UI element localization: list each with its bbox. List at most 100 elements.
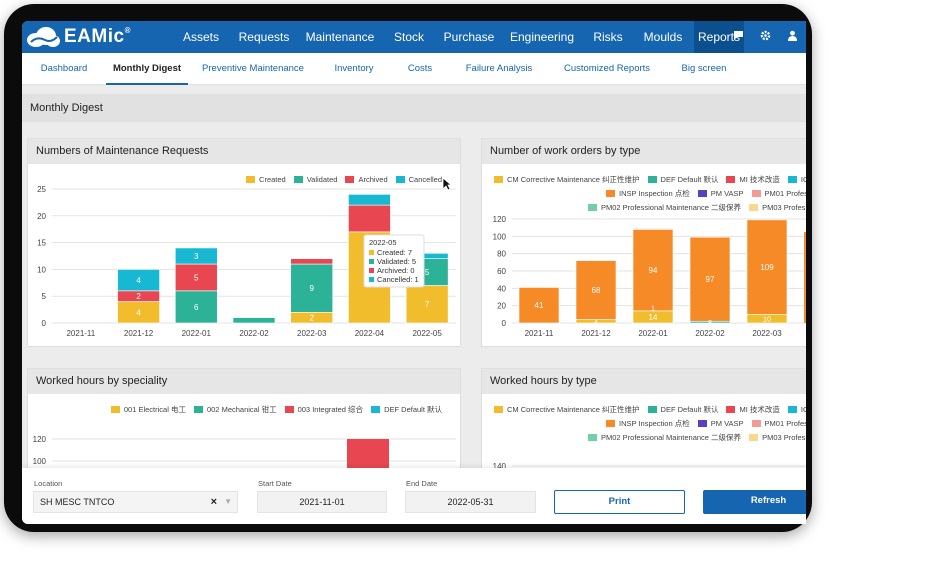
refresh-button[interactable]: Refresh <box>703 490 806 514</box>
nav-reports[interactable]: Reports <box>694 21 744 53</box>
legend-cm[interactable]: CM Corrective Maintenance 纠正性维护 <box>494 402 640 416</box>
report-subnav: Dashboard Monthly Digest Preventive Main… <box>22 53 806 85</box>
location-select[interactable]: SH MESC TNTCO × ▼ <box>33 491 238 513</box>
clear-icon[interactable]: × <box>210 496 217 508</box>
bar-segment <box>348 194 391 206</box>
workorders-chart-title: Number of work orders by type <box>482 139 806 164</box>
tab-dashboard[interactable]: Dashboard <box>40 62 88 74</box>
main-nav: Assets Requests Maintenance Stock Purcha… <box>174 21 744 53</box>
bar-segment <box>689 236 731 322</box>
legend-def[interactable]: DEF Default 默认 <box>647 402 718 416</box>
start-date-label: Start Date <box>258 479 292 488</box>
y-tick-label: 5 <box>42 292 47 301</box>
print-button[interactable]: Print <box>554 490 685 514</box>
x-tick-label: 2022-05 <box>412 329 442 338</box>
data-label: 4 <box>136 276 141 285</box>
legend-insp[interactable]: INSP Inspection 点检 <box>606 416 690 430</box>
page-title: Monthly Digest <box>22 94 806 122</box>
bar-segment <box>290 263 334 313</box>
nav-engineering[interactable]: Engineering <box>509 30 575 44</box>
tooltip-swatch <box>369 259 374 264</box>
top-nav-bar: EAMic® Assets Requests Maintenance Stock… <box>22 21 806 53</box>
y-tick-label: 15 <box>37 239 46 248</box>
cloud-logo-icon <box>27 27 60 47</box>
nav-assets[interactable]: Assets <box>182 30 219 44</box>
legend-mi[interactable]: MI 技术改造 <box>726 402 780 416</box>
legend-ic[interactable]: IC <box>787 402 806 416</box>
data-label: 109 <box>760 263 774 272</box>
tab-big-screen[interactable]: Big screen <box>681 62 727 74</box>
x-tick-label: 2021-11 <box>66 329 95 338</box>
legend-integrated[interactable]: 003 Integrated 综合 <box>284 402 363 416</box>
legend-insp[interactable]: INSP Inspection 点检 <box>606 186 690 200</box>
hourstype-chart-title: Worked hours by type <box>482 369 806 394</box>
x-tick-label: 2021-12 <box>124 329 154 338</box>
mouse-cursor-icon <box>442 177 453 191</box>
nav-requests[interactable]: Requests <box>238 30 290 44</box>
legend-mechanical[interactable]: 002 Mechanical 钳工 <box>193 402 277 416</box>
y-tick-label: 20 <box>497 302 506 311</box>
legend-electrical[interactable]: 001 Electrical 电工 <box>110 402 186 416</box>
x-tick-label: 2022-03 <box>752 329 782 338</box>
legend-def[interactable]: DEF Default 默认 <box>647 172 718 186</box>
tooltip-title: 2022-05 <box>369 238 397 247</box>
data-label: 14 <box>649 313 658 322</box>
hourstype-legend: CM Corrective Maintenance 纠正性维护 DEF Defa… <box>494 402 806 444</box>
legend-validated[interactable]: Validated <box>293 172 337 186</box>
tab-failure-analysis[interactable]: Failure Analysis <box>465 62 533 74</box>
bar-segment <box>632 228 674 230</box>
x-tick-label: 2022-01 <box>182 329 212 338</box>
legend-cm[interactable]: CM Corrective Maintenance 纠正性维护 <box>494 172 640 186</box>
tab-costs[interactable]: Costs <box>407 62 433 74</box>
tab-monthly-digest[interactable]: Monthly Digest <box>106 53 188 85</box>
x-tick-label: 2022-02 <box>695 329 725 338</box>
y-tick-label: 0 <box>502 319 507 328</box>
nav-risks[interactable]: Risks <box>593 30 623 44</box>
legend-pm03[interactable]: PM03 Profes <box>749 200 805 214</box>
bar-segment <box>174 247 218 265</box>
bar-segment <box>174 290 218 324</box>
nav-maintenance[interactable]: Maintenance <box>305 30 375 44</box>
gear-icon[interactable] <box>752 30 779 44</box>
bar-segment <box>746 219 788 315</box>
legend-cancelled[interactable]: Cancelled <box>395 172 442 186</box>
bar-segment <box>518 287 560 324</box>
user-icon[interactable] <box>779 30 806 44</box>
tooltip-line: Created: 7 <box>377 248 412 257</box>
nav-moulds[interactable]: Moulds <box>643 30 683 44</box>
nav-stock[interactable]: Stock <box>393 30 424 44</box>
end-date-input[interactable]: 2022-05-31 <box>405 491 536 513</box>
legend-archived[interactable]: Archived <box>345 172 388 186</box>
legend-mi[interactable]: MI 技术改造 <box>726 172 780 186</box>
legend-pm02[interactable]: PM02 Professional Maintenance 二级保养 <box>588 200 741 214</box>
legend-created[interactable]: Created <box>246 172 286 186</box>
legend-pm03[interactable]: PM03 Profes <box>749 430 805 444</box>
legend-pm01[interactable]: PM01 Profes <box>751 416 806 430</box>
x-tick-label: 2021-12 <box>581 329 611 338</box>
chevron-down-icon[interactable]: ▼ <box>224 497 232 506</box>
legend-pm02[interactable]: PM02 Professional Maintenance 二级保养 <box>588 430 741 444</box>
legend-pm-vasp[interactable]: PM VASP <box>697 416 744 430</box>
legend-pm-vasp[interactable]: PM VASP <box>697 186 744 200</box>
data-label: 10 <box>763 315 771 324</box>
y-tick-label: 25 <box>37 185 46 194</box>
tab-customized-reports[interactable]: Customized Reports <box>563 62 651 74</box>
tab-preventive-maintenance[interactable]: Preventive Maintenance <box>202 62 304 74</box>
top-icons <box>725 21 806 53</box>
tab-inventory[interactable]: Inventory <box>334 62 374 74</box>
speciality-chart-title: Worked hours by speciality <box>28 369 460 394</box>
start-date-input[interactable]: 2021-11-01 <box>257 491 387 513</box>
tooltip-box <box>363 234 425 288</box>
nav-purchase[interactable]: Purchase <box>443 30 495 44</box>
logo[interactable]: EAMic® <box>22 21 174 53</box>
end-date-label: End Date <box>406 479 438 488</box>
tablet-frame: EAMic® Assets Requests Maintenance Stock… <box>4 4 812 532</box>
filter-bar: Location SH MESC TNTCO × ▼ Start Date 20… <box>22 468 806 524</box>
legend-pm01[interactable]: PM01 Profes <box>751 186 806 200</box>
app-screen: EAMic® Assets Requests Maintenance Stock… <box>22 21 806 524</box>
legend-ic[interactable]: IC <box>787 172 806 186</box>
legend-default[interactable]: DEF Default 默认 <box>371 402 442 416</box>
bar-segment <box>575 260 617 320</box>
message-icon[interactable] <box>725 30 752 44</box>
tooltip-swatch <box>369 250 374 255</box>
